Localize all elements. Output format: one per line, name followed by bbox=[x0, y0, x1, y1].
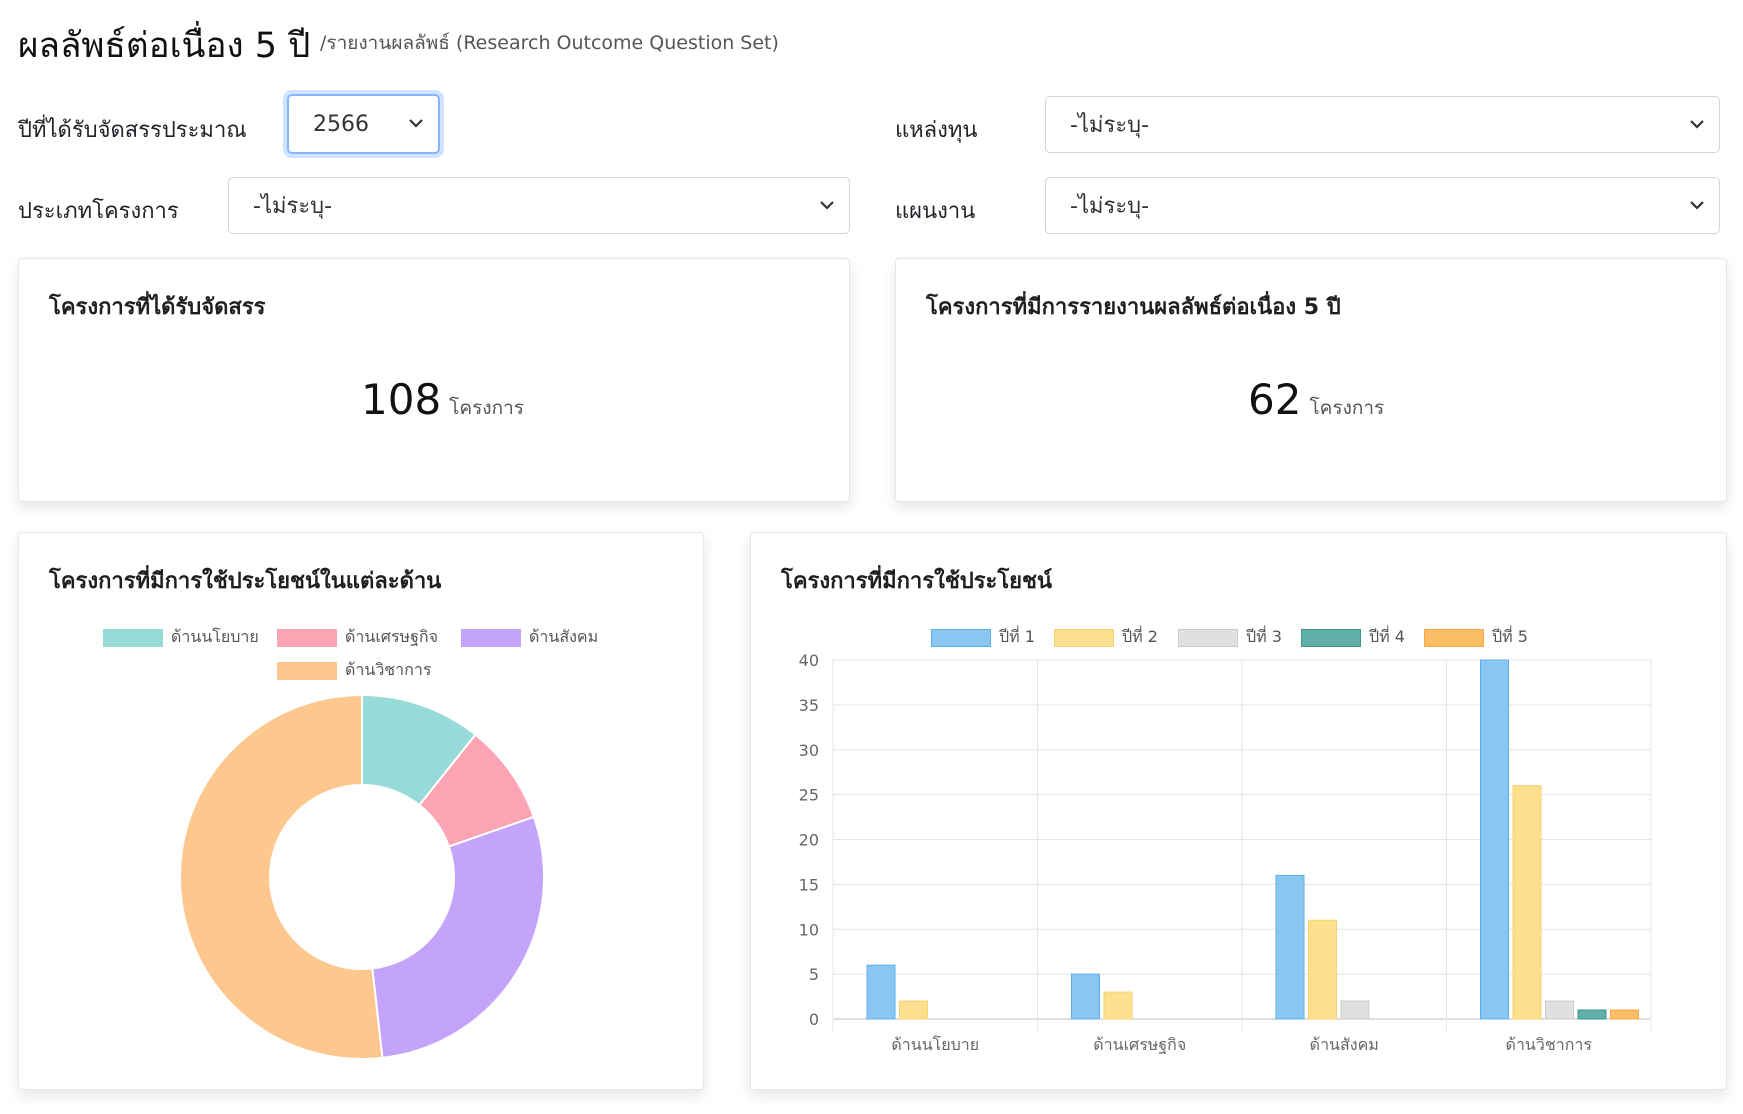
donut-card-title: โครงการที่มีการใช้ประโยชน์ในแต่ละด้าน bbox=[49, 569, 442, 594]
bar bbox=[1545, 1000, 1574, 1020]
legend-label: ปีที่ 1 bbox=[999, 627, 1035, 646]
page-subtitle: /รายงานผลลัพธ์ (Research Outcome Questio… bbox=[320, 32, 779, 54]
y-tick-label: 10 bbox=[799, 920, 819, 939]
legend-label: ปีที่ 2 bbox=[1122, 627, 1158, 646]
bar-legend-item[interactable]: ปีที่ 2 bbox=[1054, 625, 1158, 650]
allocated-projects-card: โครงการที่ได้รับจัดสรร 108 โครงการ bbox=[18, 258, 850, 502]
funding-select[interactable]: -ไม่ระบุ- bbox=[1045, 96, 1720, 153]
project-type-select-value: -ไม่ระบุ- bbox=[253, 194, 333, 219]
bar bbox=[866, 964, 896, 1020]
bar bbox=[1071, 973, 1100, 1020]
plan-select-value: -ไม่ระบุ- bbox=[1070, 194, 1150, 219]
legend-label: ด้านสังคม bbox=[529, 627, 599, 646]
y-tick-label: 30 bbox=[799, 741, 819, 760]
funding-label: แหล่งทุน bbox=[895, 118, 978, 143]
y-tick-label: 15 bbox=[799, 875, 819, 894]
bar-card-title: โครงการที่มีการใช้ประโยชน์ bbox=[781, 569, 1053, 594]
y-tick-label: 5 bbox=[809, 965, 819, 984]
bar bbox=[1103, 991, 1133, 1020]
legend-swatch bbox=[1424, 628, 1484, 647]
donut-legend-item[interactable]: ด้านเศรษฐกิจ bbox=[277, 625, 438, 650]
bar-legend-item[interactable]: ปีที่ 4 bbox=[1301, 625, 1405, 650]
legend-label: ปีที่ 3 bbox=[1246, 627, 1282, 646]
allocated-card-title: โครงการที่ได้รับจัดสรร bbox=[49, 295, 266, 320]
reported-count: 62 bbox=[1248, 375, 1302, 424]
allocated-unit: โครงการ bbox=[449, 397, 524, 419]
donut-legend-item[interactable]: ด้านวิชาการ bbox=[277, 658, 431, 683]
allocated-stat: 108 โครงการ bbox=[361, 375, 524, 424]
legend-swatch bbox=[931, 628, 991, 647]
reported-stat: 62 โครงการ bbox=[1248, 375, 1384, 424]
legend-label: ปีที่ 5 bbox=[1492, 627, 1528, 646]
bar bbox=[1577, 1009, 1607, 1020]
x-tick-label: ด้านเศรษฐกิจ bbox=[1093, 1035, 1186, 1054]
plan-label: แผนงาน bbox=[895, 199, 976, 224]
x-tick-label: ด้านวิชาการ bbox=[1506, 1035, 1593, 1054]
legend-label: ด้านวิชาการ bbox=[345, 660, 432, 679]
bar bbox=[899, 1000, 928, 1020]
y-tick-label: 20 bbox=[799, 831, 819, 850]
chevron-down-icon bbox=[1690, 119, 1704, 129]
chevron-down-icon bbox=[1690, 200, 1704, 210]
bar bbox=[1275, 874, 1305, 1020]
benefit-by-year-card: โครงการที่มีการใช้ประโยชน์ ปีที่ 1 ปีที่ … bbox=[750, 532, 1727, 1090]
bar bbox=[1480, 659, 1509, 1020]
bar-legend-item[interactable]: ปีที่ 5 bbox=[1424, 625, 1528, 650]
plan-select[interactable]: -ไม่ระบุ- bbox=[1045, 177, 1720, 234]
funding-select-value: -ไม่ระบุ- bbox=[1070, 113, 1150, 138]
donut-legend-item[interactable]: ด้านนโยบาย bbox=[103, 625, 259, 650]
legend-swatch bbox=[1054, 628, 1114, 647]
bar-chart: 0 5 10 15 20 25 30 35 40 ด้านนโยบาย ด้านเศรษฐกิจ ด้… bbox=[799, 651, 1652, 1054]
legend-label: ด้านนโยบาย bbox=[171, 627, 259, 646]
donut-chart bbox=[179, 693, 545, 1060]
year-label: ปีที่ได้รับจัดสรรประมาณ bbox=[18, 118, 247, 143]
legend-swatch bbox=[461, 628, 521, 647]
project-type-select[interactable]: -ไม่ระบุ- bbox=[228, 177, 850, 234]
donut-slice bbox=[371, 815, 545, 1059]
reported-card-title: โครงการที่มีการรายงานผลลัพธ์ต่อเนื่อง 5 … bbox=[926, 295, 1341, 320]
legend-label: ด้านเศรษฐกิจ bbox=[345, 627, 438, 646]
bar-legend-item[interactable]: ปีที่ 3 bbox=[1178, 625, 1282, 650]
y-tick-label: 25 bbox=[799, 786, 819, 805]
legend-swatch bbox=[277, 628, 337, 647]
year-select-value: 2566 bbox=[313, 111, 369, 137]
reported-projects-card: โครงการที่มีการรายงานผลลัพธ์ต่อเนื่อง 5 … bbox=[895, 258, 1727, 502]
year-select[interactable]: 2566 bbox=[287, 94, 440, 154]
bar bbox=[1308, 919, 1337, 1020]
legend-swatch bbox=[1178, 628, 1238, 647]
legend-swatch bbox=[277, 661, 337, 680]
page-title: ผลลัพธ์ต่อเนื่อง 5 ปี bbox=[18, 26, 311, 66]
x-tick-label: ด้านนโยบาย bbox=[891, 1035, 979, 1054]
allocated-count: 108 bbox=[361, 375, 442, 424]
legend-label: ปีที่ 4 bbox=[1369, 627, 1405, 646]
project-type-label: ประเภทโครงการ bbox=[18, 199, 179, 224]
benefit-by-area-card: โครงการที่มีการใช้ประโยชน์ในแต่ละด้าน ด้… bbox=[18, 532, 704, 1090]
y-tick-label: 0 bbox=[809, 1010, 819, 1029]
bar bbox=[1512, 785, 1542, 1020]
reported-unit: โครงการ bbox=[1309, 397, 1385, 419]
y-tick-label: 40 bbox=[799, 651, 819, 670]
chevron-down-icon bbox=[409, 119, 423, 128]
y-tick-label: 35 bbox=[799, 696, 819, 715]
legend-swatch bbox=[103, 628, 163, 647]
bar-legend-item[interactable]: ปีที่ 1 bbox=[931, 625, 1035, 650]
donut-legend-item[interactable]: ด้านสังคม bbox=[461, 625, 598, 650]
x-tick-label: ด้านสังคม bbox=[1310, 1035, 1379, 1054]
legend-swatch bbox=[1301, 628, 1361, 647]
donut-slice bbox=[179, 693, 384, 1060]
bar bbox=[1340, 1000, 1370, 1020]
chevron-down-icon bbox=[820, 200, 834, 210]
bar bbox=[1610, 1009, 1639, 1020]
